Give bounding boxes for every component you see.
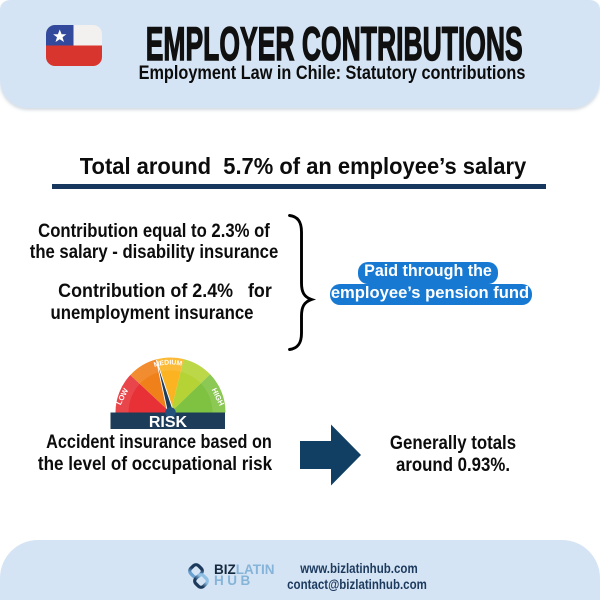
svg-text:RISK: RISK	[149, 414, 188, 431]
svg-text:MEDIUM: MEDIUM	[153, 359, 183, 369]
